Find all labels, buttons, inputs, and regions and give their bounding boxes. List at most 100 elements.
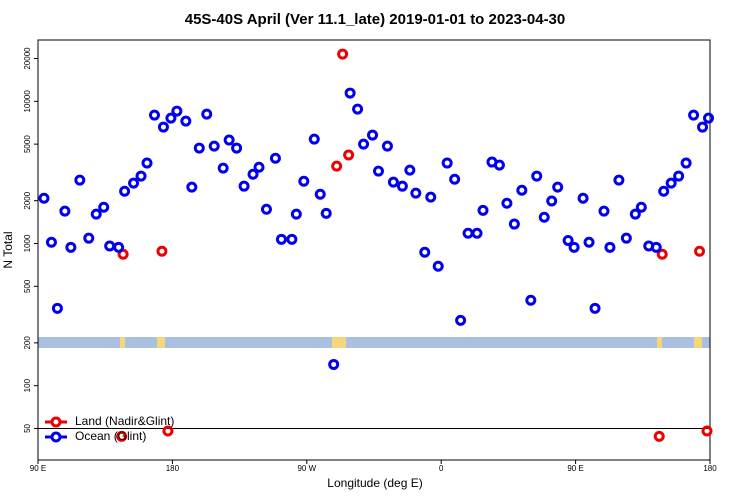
point: [455, 314, 467, 326]
point: [290, 208, 302, 220]
point: [508, 218, 520, 230]
point: [328, 358, 340, 370]
point: [525, 294, 537, 306]
point: [613, 174, 625, 186]
point: [372, 165, 384, 177]
point: [629, 208, 641, 220]
point: [396, 180, 408, 192]
point: [387, 176, 399, 188]
point: [604, 241, 616, 253]
point: [358, 138, 370, 150]
point: [45, 236, 57, 248]
point: [635, 201, 647, 213]
point: [51, 302, 63, 314]
point: [141, 157, 153, 169]
point: [320, 207, 332, 219]
point: [98, 201, 110, 213]
point: [410, 187, 422, 199]
point: [650, 241, 662, 253]
point: [286, 233, 298, 245]
point: [260, 203, 272, 215]
point: [516, 184, 528, 196]
point: [253, 161, 265, 173]
point: [471, 227, 483, 239]
plot-frame: [37, 39, 711, 461]
land-strip: [120, 337, 125, 348]
point: [381, 140, 393, 152]
point: [598, 205, 610, 217]
point: [425, 191, 437, 203]
point: [441, 157, 453, 169]
point: [531, 170, 543, 182]
point: [135, 170, 147, 182]
y-tick-label: 200: [23, 336, 32, 350]
point: [275, 233, 287, 245]
point: [308, 133, 320, 145]
y-tick-label: 2000: [23, 191, 32, 209]
x-tick-label: 0: [439, 464, 444, 473]
legend-label: Land (Nadir&Glint): [75, 414, 174, 428]
point: [449, 173, 461, 185]
point: [658, 185, 670, 197]
y-tick-label: 10000: [23, 90, 32, 113]
point: [65, 241, 77, 253]
point: [38, 192, 50, 204]
point: [552, 181, 564, 193]
point: [688, 109, 700, 121]
point: [157, 121, 169, 133]
y-tick-label: 500: [23, 279, 32, 293]
point: [673, 170, 685, 182]
point: [538, 211, 550, 223]
point: [148, 109, 160, 121]
y-axis-label: N Total: [1, 231, 15, 268]
point: [665, 177, 677, 189]
point: [697, 121, 709, 133]
point: [694, 245, 706, 257]
land-strip: [657, 337, 662, 348]
point: [128, 177, 140, 189]
land-strip: [694, 337, 702, 348]
point: [201, 108, 213, 120]
point: [589, 302, 601, 314]
x-tick-label: 90 W: [297, 464, 316, 473]
point: [419, 246, 431, 258]
point: [180, 115, 192, 127]
point: [343, 149, 355, 161]
point: [493, 159, 505, 171]
legend-marker: [50, 431, 62, 443]
point: [653, 430, 665, 442]
point: [656, 248, 668, 260]
x-tick-label: 180: [166, 464, 180, 473]
point: [113, 241, 125, 253]
point: [156, 245, 168, 257]
point: [217, 162, 229, 174]
map-strip: [38, 337, 710, 348]
point: [344, 87, 356, 99]
point: [247, 168, 259, 180]
point: [90, 208, 102, 220]
land-strip: [332, 337, 346, 348]
point: [577, 192, 589, 204]
y-tick-label: 20000: [23, 47, 32, 70]
point: [74, 174, 86, 186]
land-strip: [157, 337, 165, 348]
point: [314, 188, 326, 200]
point: [583, 236, 595, 248]
point: [432, 260, 444, 272]
x-tick-label: 90 E: [567, 464, 583, 473]
point: [367, 129, 379, 141]
x-axis-label: Longitude (deg E): [327, 476, 422, 490]
point: [238, 180, 250, 192]
point: [186, 181, 198, 193]
point: [501, 197, 513, 209]
point: [162, 425, 174, 437]
point: [83, 232, 95, 244]
point: [337, 48, 349, 60]
point: [703, 112, 715, 124]
point: [119, 185, 131, 197]
point: [59, 205, 71, 217]
point: [620, 232, 632, 244]
point: [208, 140, 220, 152]
x-tick-label: 90 E: [30, 464, 46, 473]
